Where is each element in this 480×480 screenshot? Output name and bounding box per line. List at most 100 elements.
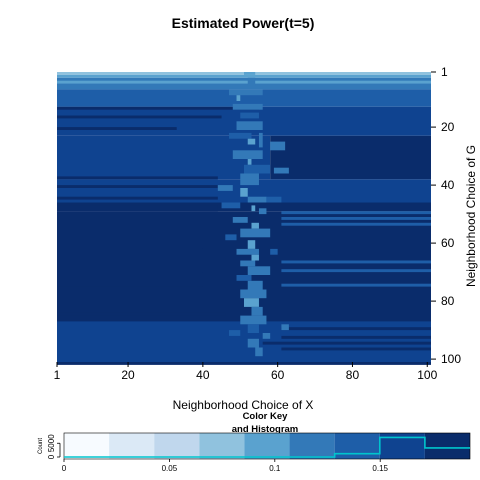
heat-cell: [57, 185, 218, 188]
color-key-frame: [63, 432, 471, 460]
heat-cell: [244, 72, 256, 75]
heat-cell: [247, 159, 252, 165]
heat-cell: [240, 260, 256, 267]
heat-cell: [240, 188, 248, 197]
heat-cell: [229, 89, 263, 96]
heat-cell: [270, 248, 278, 255]
heat-cell: [229, 132, 252, 139]
key-y-tick-label: 5000: [47, 434, 56, 452]
heat-cell: [57, 127, 177, 130]
heat-cell: [232, 150, 263, 159]
color-key-swatch: [334, 433, 380, 459]
heat-cell: [57, 89, 431, 107]
heat-cell: [244, 298, 259, 307]
color-key-swatch: [64, 433, 110, 459]
heat-cell: [247, 280, 263, 290]
chart-title: Estimated Power(t=5): [172, 15, 315, 31]
heat-cell: [240, 228, 271, 238]
heat-cell: [273, 167, 289, 174]
y-axis: 1 20 40 60 80 100: [431, 65, 461, 366]
heat-cell: [281, 211, 431, 215]
heat-cell: [232, 217, 248, 223]
heat-cell: [244, 164, 271, 174]
color-key-swatch: [289, 433, 335, 459]
heat-cell: [258, 208, 267, 215]
heat-cell: [240, 315, 267, 325]
heat-cell: [57, 202, 431, 212]
heat-cell: [57, 205, 218, 212]
heat-cell: [57, 115, 222, 119]
heat-cell: [281, 283, 431, 287]
y-tick-label: 40: [441, 178, 455, 192]
heat-cell: [236, 248, 259, 255]
heat-cell: [281, 222, 431, 226]
heatmap: [57, 72, 431, 365]
heat-cell: [251, 254, 259, 261]
heat-cell: [281, 347, 431, 351]
heat-cell: [240, 112, 259, 119]
heat-cell: [251, 222, 259, 229]
key-x-tick-label: 0.15: [372, 464, 388, 473]
heat-cell: [221, 202, 241, 209]
color-key-swatch: [109, 433, 155, 459]
color-key-swatch: [154, 433, 200, 459]
color-key-title-line-2: and Histogram: [232, 424, 299, 435]
heat-cell: [229, 330, 241, 336]
key-y-axis-label: Count: [38, 438, 44, 454]
heat-cell: [225, 234, 237, 241]
heat-cell: [57, 272, 203, 287]
x-axis: 1 20 40 60 80 100: [54, 362, 438, 382]
heat-cell: [270, 141, 286, 151]
y-tick-label: 100: [441, 352, 461, 366]
y-axis-label: Neighborhood Choice of G: [464, 145, 478, 287]
key-x-tick-label: 0: [62, 464, 67, 473]
heat-cell: [251, 306, 263, 316]
heat-cell: [240, 173, 259, 186]
heat-cell: [57, 106, 259, 110]
heat-cell: [236, 275, 252, 281]
heat-cell: [281, 217, 431, 220]
heat-cell: [281, 327, 431, 331]
x-tick-label: 80: [346, 368, 360, 382]
heat-cell: [217, 185, 233, 191]
heat-cell: [236, 121, 263, 130]
y-tick-label: 80: [441, 294, 455, 308]
heat-cell: [281, 335, 431, 339]
key-x-tick-label: 0.1: [269, 464, 281, 473]
heat-cell: [57, 312, 226, 316]
x-tick-label: 100: [417, 368, 437, 382]
heat-cell: [247, 196, 267, 203]
heat-cell: [247, 324, 259, 333]
heat-cell: [57, 318, 248, 322]
x-tick-label: 20: [121, 368, 135, 382]
heat-cell: [255, 347, 263, 357]
heat-cell: [247, 138, 256, 145]
x-tick-label: 40: [196, 368, 210, 382]
x-axis-label: Neighborhood Choice of X: [173, 398, 314, 412]
heat-cell: [57, 228, 203, 232]
heat-cell: [247, 266, 271, 275]
heat-cell: [57, 77, 431, 90]
color-key-swatch: [244, 433, 290, 459]
heat-cell: [232, 103, 263, 110]
y-tick-label: 60: [441, 236, 455, 250]
heat-cell: [251, 205, 256, 212]
x-tick-label: 60: [271, 368, 285, 382]
heat-cell: [247, 77, 256, 87]
heat-cell: [262, 333, 271, 339]
heat-cell: [258, 132, 263, 148]
x-tick-label: 1: [54, 368, 61, 382]
heat-cell: [57, 196, 218, 200]
heat-cell: [57, 246, 203, 249]
heat-cell: [57, 176, 218, 180]
y-tick-label: 1: [441, 65, 448, 79]
heat-cell: [247, 240, 256, 249]
color-key-swatch: [424, 433, 470, 459]
heat-cell: [281, 260, 431, 264]
heat-cell: [281, 324, 289, 331]
heat-cell: [57, 80, 431, 84]
color-key-title-line-1: Color Key: [243, 411, 289, 422]
heat-cell: [236, 95, 241, 101]
